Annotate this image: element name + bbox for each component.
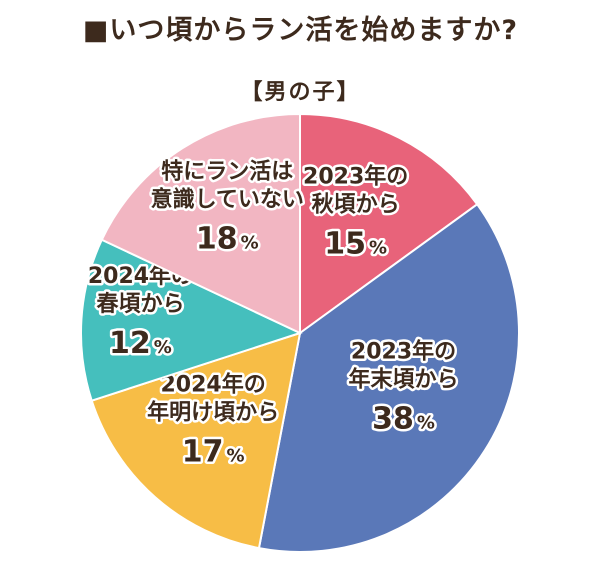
- slice-label-text: 2023年の: [303, 164, 408, 190]
- pie-slice: [80, 238, 303, 402]
- pie-slice: [100, 112, 301, 335]
- slice-value: 38%: [372, 402, 435, 437]
- slice-label-text: 意識していない: [151, 186, 304, 212]
- slice-label-text: 2023年の: [351, 339, 456, 365]
- slice-label-text: 秋頃から: [312, 193, 400, 218]
- slice-label-text: 春頃から: [96, 292, 184, 317]
- slice-label-text: 年末頃から: [349, 367, 459, 393]
- chart-title: ■いつ頃からラン活を始めますか?: [82, 15, 519, 46]
- slice-value: 12%: [109, 326, 172, 361]
- pie-slice: [299, 112, 479, 335]
- pie-slice: [90, 331, 302, 550]
- slice-label-text: 年明け頃から: [147, 400, 279, 426]
- pie-slice: [257, 202, 520, 553]
- slice-label-text: 特にラン活は: [161, 158, 293, 184]
- chart-subtitle: 【男の子】: [240, 80, 361, 105]
- slice-label-text: 2024年の: [160, 372, 265, 398]
